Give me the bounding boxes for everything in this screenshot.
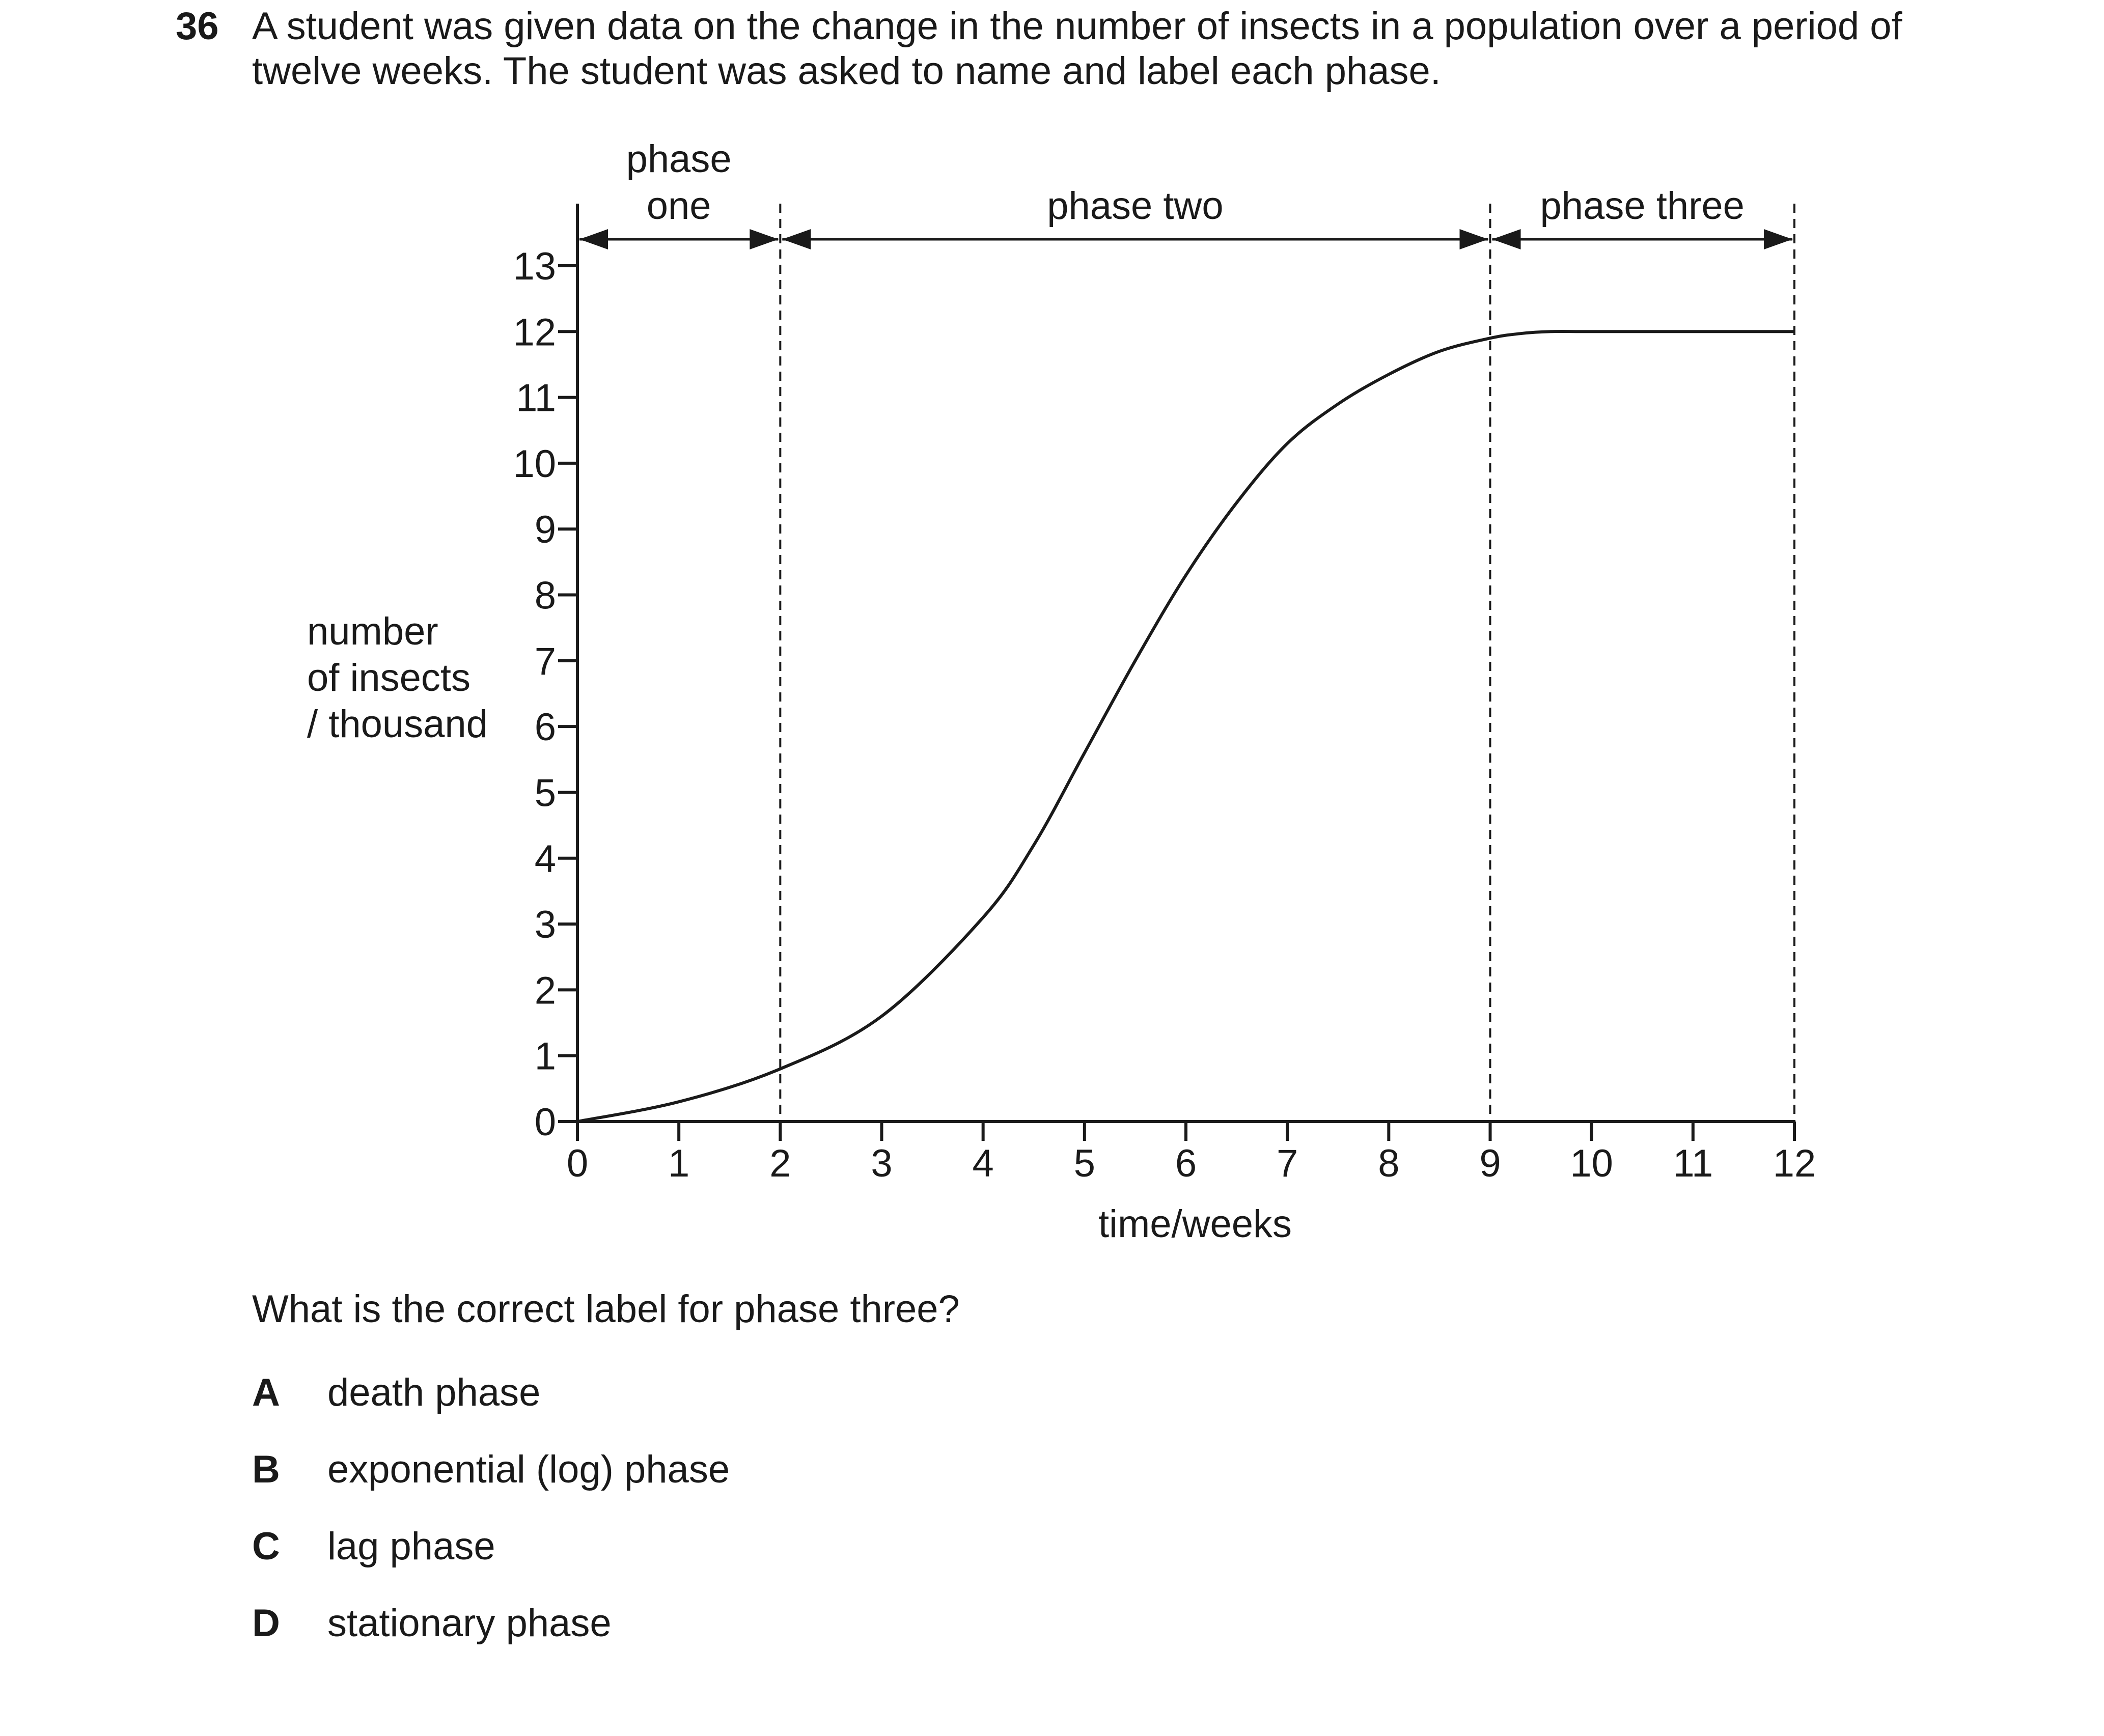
- y-tick-label: 1: [535, 1035, 556, 1078]
- question-number: 36: [176, 5, 219, 48]
- y-tick-label: 5: [535, 771, 556, 815]
- growth-curve: [577, 330, 1794, 1123]
- phase-label: one: [647, 184, 711, 228]
- x-tick-label: 7: [1277, 1142, 1298, 1185]
- y-tick-label: 11: [516, 377, 556, 420]
- option-text: death phase: [327, 1371, 541, 1414]
- phase-arrowhead: [1764, 229, 1792, 249]
- phase-label: phase two: [1047, 184, 1223, 228]
- x-tick-label: 9: [1479, 1142, 1501, 1185]
- phase-arrowhead: [782, 229, 811, 249]
- y-tick-label: 12: [513, 311, 556, 354]
- x-tick-label: 3: [871, 1142, 892, 1185]
- question-stem-line: A student was given data on the change i…: [252, 5, 1902, 48]
- option-letter: C: [252, 1525, 280, 1568]
- x-axis-label: time/weeks: [1098, 1202, 1292, 1246]
- question-stem: A student was given data on the change i…: [252, 4, 1983, 94]
- option-letter: D: [252, 1602, 280, 1645]
- x-tick-label: 11: [1673, 1142, 1713, 1185]
- y-tick-label: 10: [513, 442, 556, 486]
- y-axis-label-line: / thousand: [307, 703, 488, 746]
- x-tick-label: 8: [1378, 1142, 1399, 1185]
- option-letter: B: [252, 1448, 280, 1491]
- question-stem-line: twelve weeks. The student was asked to n…: [252, 49, 1441, 93]
- y-tick-label: 6: [535, 706, 556, 749]
- option-text: lag phase: [327, 1525, 495, 1568]
- phase-arrowhead: [750, 229, 779, 249]
- x-tick-label: 5: [1074, 1142, 1095, 1185]
- y-tick-label: 0: [535, 1101, 556, 1144]
- x-tick-label: 2: [769, 1142, 791, 1185]
- y-tick-label: 9: [535, 508, 556, 551]
- x-tick-label: 4: [973, 1142, 994, 1185]
- option-text: exponential (log) phase: [327, 1448, 730, 1491]
- option-text: stationary phase: [327, 1602, 612, 1645]
- question-prompt: What is the correct label for phase thre…: [252, 1287, 960, 1331]
- x-tick-label: 0: [567, 1142, 588, 1185]
- phase-arrowhead: [579, 229, 608, 249]
- y-tick-label: 13: [513, 245, 556, 288]
- x-tick-label: 1: [668, 1142, 689, 1185]
- y-axis-label: number of insects / thousand: [307, 608, 488, 747]
- y-tick-label: 2: [535, 969, 556, 1012]
- phase-label: phase three: [1540, 184, 1745, 228]
- x-tick-label: 12: [1773, 1142, 1816, 1185]
- y-tick-label: 8: [535, 574, 556, 618]
- x-tick-label: 6: [1175, 1142, 1197, 1185]
- y-tick-label: 7: [535, 640, 556, 683]
- y-tick-label: 3: [535, 903, 556, 946]
- y-axis-label-line: of insects: [307, 656, 471, 699]
- phase-arrowhead: [1492, 229, 1521, 249]
- x-tick-label: 10: [1570, 1142, 1613, 1185]
- y-tick-label: 4: [535, 837, 556, 881]
- phase-arrowhead: [1459, 229, 1488, 249]
- y-axis-label-line: number: [307, 610, 438, 653]
- option-letter: A: [252, 1371, 280, 1414]
- phase-label: phase: [626, 137, 732, 181]
